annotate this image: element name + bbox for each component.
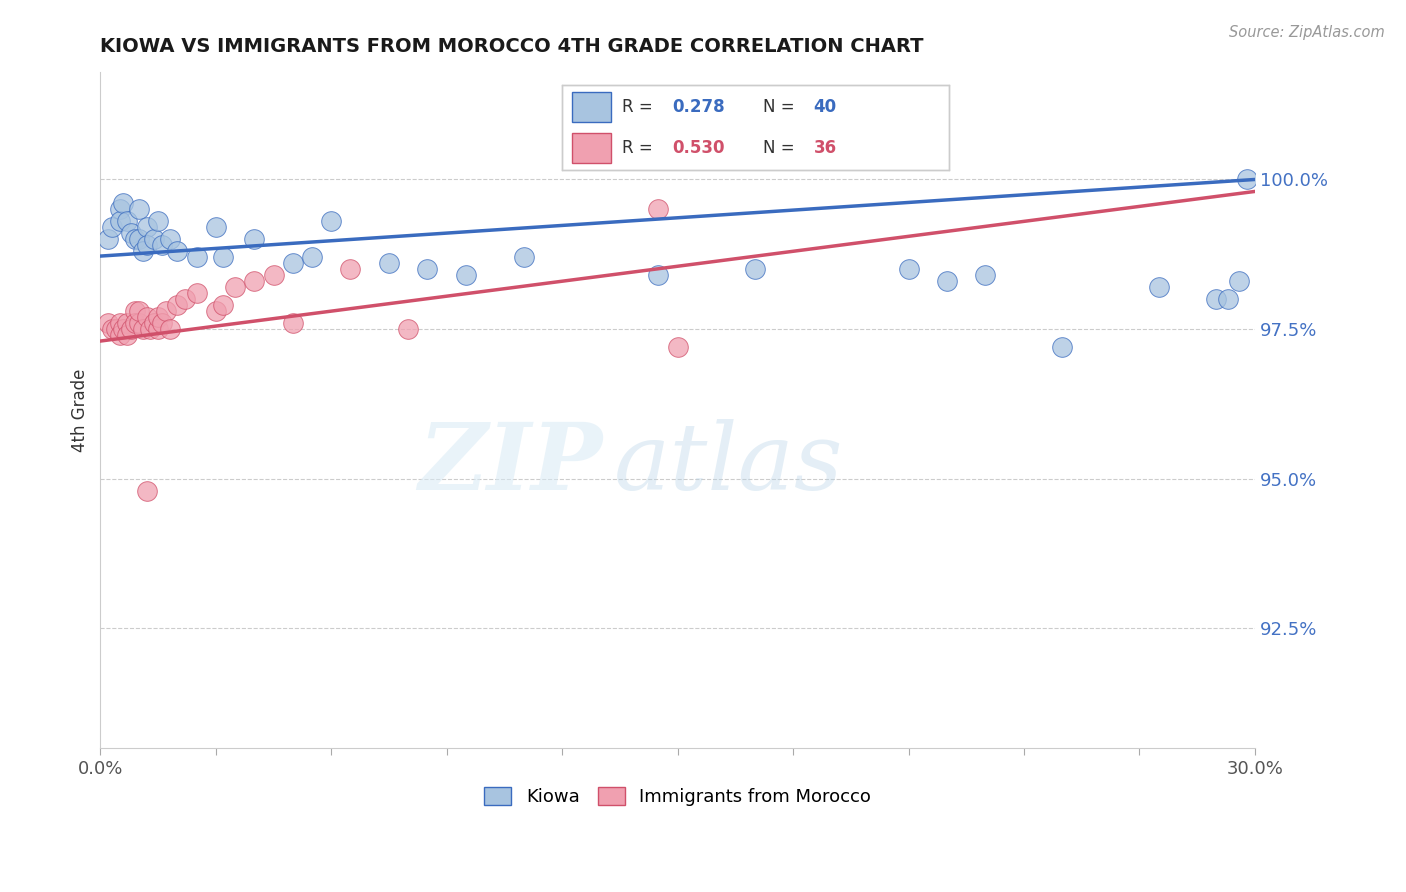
Point [321, 214, 343, 228]
Point [155, 304, 177, 318]
Point [301, 250, 323, 264]
Y-axis label: 4th Grade: 4th Grade [72, 368, 89, 451]
Point [124, 316, 146, 330]
Point [135, 220, 157, 235]
Point [135, 483, 157, 498]
Point [897, 262, 920, 277]
Point [128, 232, 150, 246]
Point [281, 316, 304, 330]
Point [117, 316, 139, 330]
Point [512, 250, 534, 264]
Point [146, 322, 169, 336]
Point [224, 280, 246, 294]
Point [263, 268, 285, 283]
Point [120, 322, 142, 336]
Point [117, 214, 139, 228]
Point [974, 268, 997, 283]
Point [146, 310, 169, 325]
Point [112, 196, 135, 211]
Point [186, 250, 208, 264]
Point [243, 232, 266, 246]
Point [1205, 292, 1227, 306]
Point [174, 292, 197, 306]
Point [186, 286, 208, 301]
Point [97, 316, 120, 330]
Point [150, 238, 173, 252]
Point [108, 214, 131, 228]
Point [1216, 292, 1239, 306]
Point [936, 274, 959, 288]
Text: Source: ZipAtlas.com: Source: ZipAtlas.com [1229, 25, 1385, 40]
Point [1147, 280, 1170, 294]
Point [139, 322, 162, 336]
Text: atlas: atlas [614, 419, 844, 509]
Point [104, 322, 127, 336]
Text: ZIP: ZIP [419, 419, 603, 509]
Point [112, 322, 135, 336]
Point [1236, 172, 1258, 186]
Point [166, 244, 188, 259]
Point [146, 214, 169, 228]
Point [159, 232, 181, 246]
Point [101, 322, 124, 336]
Point [108, 202, 131, 217]
Point [124, 304, 146, 318]
Point [281, 256, 304, 270]
Point [101, 220, 124, 235]
Point [131, 322, 153, 336]
Point [212, 250, 235, 264]
Point [378, 256, 401, 270]
Point [666, 340, 689, 354]
Point [744, 262, 766, 277]
Text: KIOWA VS IMMIGRANTS FROM MOROCCO 4TH GRADE CORRELATION CHART: KIOWA VS IMMIGRANTS FROM MOROCCO 4TH GRA… [100, 37, 924, 56]
Point [647, 202, 669, 217]
Point [108, 316, 131, 330]
Point [108, 328, 131, 343]
Point [124, 232, 146, 246]
Point [1052, 340, 1074, 354]
Point [339, 262, 361, 277]
Point [143, 316, 166, 330]
Point [1229, 274, 1251, 288]
Legend: Kiowa, Immigrants from Morocco: Kiowa, Immigrants from Morocco [477, 780, 879, 814]
Point [416, 262, 439, 277]
Point [396, 322, 419, 336]
Point [647, 268, 669, 283]
Point [204, 304, 226, 318]
Point [454, 268, 477, 283]
Point [150, 316, 173, 330]
Point [128, 304, 150, 318]
Point [128, 202, 150, 217]
Point [131, 244, 153, 259]
Point [97, 232, 120, 246]
Point [120, 227, 142, 241]
Point [243, 274, 266, 288]
Point [159, 322, 181, 336]
Point [135, 238, 157, 252]
Point [212, 298, 235, 312]
Point [117, 328, 139, 343]
Point [135, 310, 157, 325]
Point [128, 316, 150, 330]
Point [143, 232, 166, 246]
Point [166, 298, 188, 312]
Point [204, 220, 226, 235]
